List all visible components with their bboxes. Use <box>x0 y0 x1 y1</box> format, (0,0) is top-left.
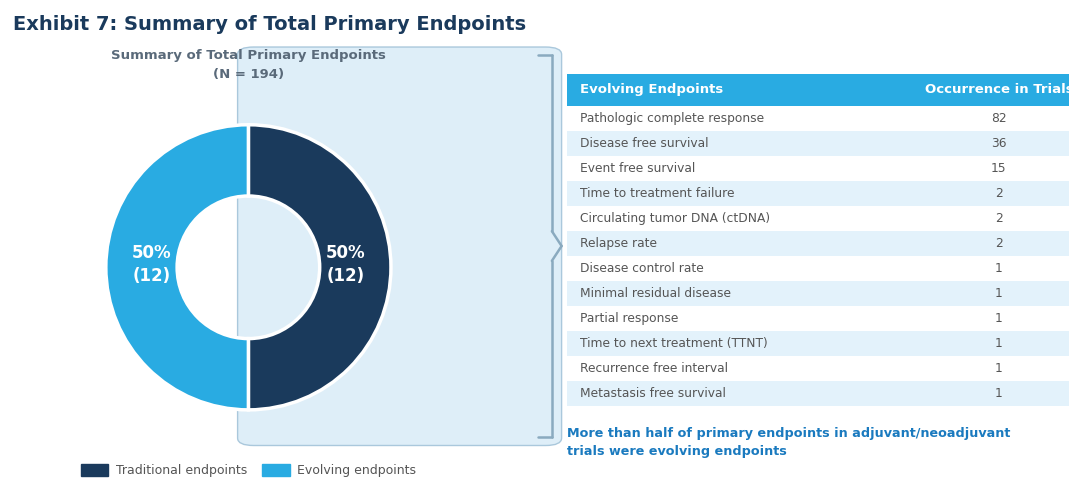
Text: Disease control rate: Disease control rate <box>580 262 703 275</box>
Text: Evolving Endpoints: Evolving Endpoints <box>580 84 723 97</box>
FancyBboxPatch shape <box>567 74 1069 106</box>
FancyBboxPatch shape <box>567 281 1069 306</box>
Text: Occurrence in Trials: Occurrence in Trials <box>924 84 1074 97</box>
Text: Time to treatment failure: Time to treatment failure <box>580 187 734 200</box>
FancyBboxPatch shape <box>567 181 1069 206</box>
FancyBboxPatch shape <box>567 256 1069 281</box>
Text: Recurrence free interval: Recurrence free interval <box>580 362 728 375</box>
FancyBboxPatch shape <box>567 331 1069 356</box>
FancyBboxPatch shape <box>567 356 1069 381</box>
Text: 1: 1 <box>995 312 1002 325</box>
Text: Pathologic complete response: Pathologic complete response <box>580 112 764 125</box>
Text: 1: 1 <box>995 362 1002 375</box>
Title: Summary of Total Primary Endpoints
(N = 194): Summary of Total Primary Endpoints (N = … <box>111 49 386 81</box>
Wedge shape <box>106 125 248 410</box>
FancyBboxPatch shape <box>567 231 1069 256</box>
Text: 82: 82 <box>991 112 1007 125</box>
FancyBboxPatch shape <box>567 206 1069 231</box>
Text: 1: 1 <box>995 387 1002 399</box>
Text: Disease free survival: Disease free survival <box>580 137 708 150</box>
Text: 2: 2 <box>995 237 1002 250</box>
Text: 15: 15 <box>991 162 1007 175</box>
Text: 1: 1 <box>995 337 1002 350</box>
Text: Partial response: Partial response <box>580 312 678 325</box>
FancyBboxPatch shape <box>567 131 1069 156</box>
Text: Exhibit 7: Summary of Total Primary Endpoints: Exhibit 7: Summary of Total Primary Endp… <box>13 15 526 34</box>
Text: 50%
(12): 50% (12) <box>325 244 365 285</box>
Wedge shape <box>248 125 391 410</box>
Text: 50%
(12): 50% (12) <box>132 244 172 285</box>
Text: Time to next treatment (TTNT): Time to next treatment (TTNT) <box>580 337 767 350</box>
Text: Minimal residual disease: Minimal residual disease <box>580 287 730 300</box>
Text: Metastasis free survival: Metastasis free survival <box>580 387 726 399</box>
Text: Relapse rate: Relapse rate <box>580 237 657 250</box>
Text: 1: 1 <box>995 262 1002 275</box>
Text: Circulating tumor DNA (ctDNA): Circulating tumor DNA (ctDNA) <box>580 212 770 225</box>
Text: 36: 36 <box>991 137 1007 150</box>
Text: More than half of primary endpoints in adjuvant/neoadjuvant
trials were evolving: More than half of primary endpoints in a… <box>567 427 1011 458</box>
FancyBboxPatch shape <box>567 306 1069 331</box>
Text: 2: 2 <box>995 187 1002 200</box>
FancyBboxPatch shape <box>567 106 1069 131</box>
FancyBboxPatch shape <box>567 156 1069 181</box>
Text: 2: 2 <box>995 212 1002 225</box>
FancyBboxPatch shape <box>567 381 1069 405</box>
Legend: Traditional endpoints, Evolving endpoints: Traditional endpoints, Evolving endpoint… <box>76 459 421 482</box>
Text: Event free survival: Event free survival <box>580 162 694 175</box>
Text: 1: 1 <box>995 287 1002 300</box>
